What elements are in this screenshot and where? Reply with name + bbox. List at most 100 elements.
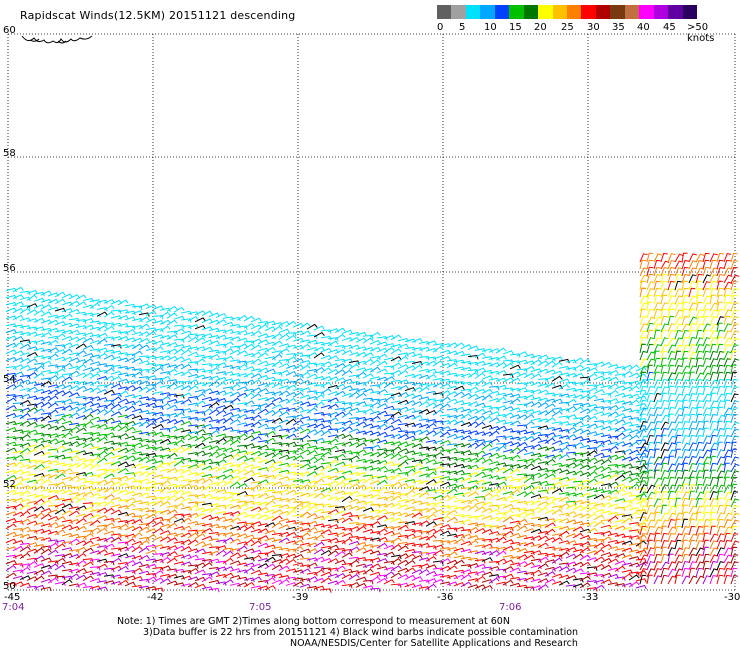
wind-barb	[201, 478, 213, 485]
wind-barb	[639, 455, 647, 466]
wind-barb	[404, 574, 416, 581]
wind-barb	[572, 553, 584, 560]
wind-barb	[681, 287, 689, 298]
wind-barb	[723, 455, 731, 466]
wind-barb	[495, 512, 507, 517]
wind-barb	[19, 442, 31, 448]
wind-barb	[716, 385, 724, 396]
wind-barb	[551, 537, 563, 543]
wind-barb	[278, 434, 290, 440]
wind-barb	[565, 451, 577, 457]
wind-barb	[236, 562, 248, 567]
wind-barb	[653, 427, 661, 438]
wind-barb	[667, 323, 676, 333]
wind-barb	[425, 398, 437, 403]
wind-barb	[313, 412, 325, 417]
wind-barb	[716, 561, 725, 571]
wind-barb	[667, 295, 676, 305]
wind-barb	[47, 494, 59, 500]
wind-barb	[5, 294, 17, 300]
wind-barb	[565, 367, 577, 372]
wind-barb	[439, 530, 451, 536]
wind-barb	[40, 529, 52, 534]
wind-barb	[320, 381, 332, 388]
wind-barb	[516, 500, 528, 506]
wind-barb	[362, 446, 374, 452]
wind-barb	[334, 572, 346, 579]
wind-barb	[110, 557, 122, 564]
wind-barb	[117, 447, 129, 453]
wind-barb	[12, 408, 24, 414]
wind-barb	[425, 570, 437, 576]
wind-barb	[278, 504, 290, 509]
wind-barb	[215, 549, 227, 556]
wind-barb	[257, 388, 269, 394]
wind-barb	[166, 568, 178, 573]
wind-barb	[383, 495, 395, 501]
wind-barb	[660, 392, 668, 403]
wind-barb	[572, 417, 584, 422]
wind-barb	[236, 350, 248, 356]
wind-barb	[166, 441, 178, 446]
wind-barb	[709, 518, 716, 529]
wind-barb	[730, 483, 738, 494]
wind-barb	[695, 337, 704, 347]
wind-barb	[292, 500, 304, 506]
wind-barb	[628, 477, 640, 483]
wind-barb	[579, 394, 591, 400]
wind-barb	[621, 547, 633, 552]
wind-barb	[418, 418, 430, 424]
wind-barb	[271, 361, 283, 368]
wind-barb	[313, 457, 325, 464]
coastline-path	[21, 35, 93, 44]
wind-barb	[194, 325, 206, 330]
wind-barb	[33, 528, 45, 533]
wind-barb	[723, 253, 732, 263]
wind-barb	[103, 299, 115, 304]
wind-barb	[166, 368, 178, 375]
wind-barb	[299, 359, 311, 365]
wind-barb	[166, 355, 178, 361]
wind-barb	[460, 472, 472, 478]
wind-barb	[222, 316, 234, 321]
wind-barb	[688, 442, 697, 452]
wind-barb	[348, 428, 360, 433]
wind-barb	[26, 459, 38, 465]
wind-barb	[327, 558, 339, 564]
wind-barb	[61, 413, 73, 419]
wind-barb	[390, 426, 402, 432]
wind-barb	[327, 428, 339, 433]
wind-barb	[355, 513, 367, 519]
wind-barb	[639, 470, 649, 480]
wind-barb	[320, 475, 332, 481]
wind-barb	[110, 481, 122, 487]
wind-barb	[285, 450, 297, 455]
wind-barb	[614, 547, 626, 553]
wind-barb	[159, 311, 171, 318]
wind-barb	[320, 510, 332, 516]
wind-barb	[446, 488, 458, 495]
wind-barb	[558, 446, 570, 453]
wind-barb	[96, 404, 108, 410]
wind-barb	[688, 427, 696, 438]
wind-barb	[131, 379, 143, 385]
wind-barb	[404, 468, 416, 476]
wind-barb	[271, 554, 283, 559]
wind-barb	[33, 401, 45, 407]
coastline-greenland	[21, 35, 93, 44]
wind-barb	[460, 361, 472, 366]
wind-barb	[723, 364, 731, 375]
wind-barb	[96, 433, 108, 439]
wind-barb	[439, 558, 451, 564]
wind-barb	[292, 377, 304, 384]
wind-barb	[131, 507, 143, 513]
wind-barb	[306, 571, 318, 577]
wind-barb	[474, 575, 486, 582]
wind-barb	[250, 404, 262, 410]
wind-barb	[646, 441, 654, 452]
wind-barb	[103, 522, 115, 528]
wind-barb	[695, 406, 702, 417]
wind-barb	[187, 512, 199, 518]
wind-barb	[89, 387, 101, 393]
wind-barb	[474, 538, 486, 543]
